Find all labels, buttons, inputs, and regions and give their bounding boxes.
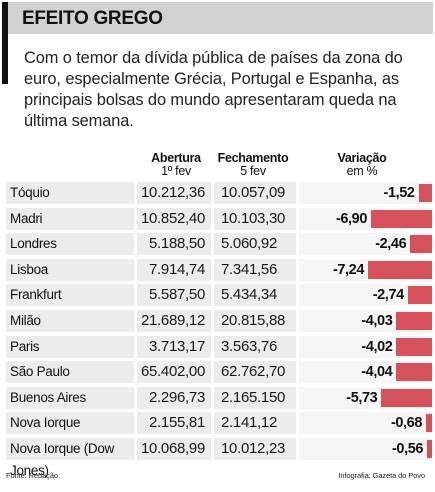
- exchange-name: Frankfurt: [6, 284, 134, 307]
- close-value: 20.815,88: [214, 310, 296, 332]
- table-row: Lisboa 7.914,74 7.341,56 -7,24: [6, 258, 432, 281]
- open-value: 10.068,99: [137, 438, 211, 460]
- close-label: Fechamento: [217, 151, 289, 165]
- table-row: Milão 21.689,12 20.815,88 -4,03: [6, 310, 432, 332]
- table-row: Nova Iorque (Nasdaq)2.155,812.141,12 -0,6…: [6, 412, 432, 452]
- exchange-name: Buenos Aires: [6, 386, 134, 409]
- open-value: 21.689,12: [137, 310, 211, 332]
- variation-label: -0,56: [392, 441, 424, 457]
- close-value: 10.012,23: [214, 438, 296, 460]
- close-value: 2.165.150: [214, 386, 296, 409]
- table-row: São Paulo 65.402,00 62.762,70 -4,04: [6, 361, 432, 384]
- exchange-name: Lisboa: [6, 258, 134, 281]
- variation-bar: [396, 363, 432, 382]
- open-value: 7.914,74: [137, 258, 211, 281]
- exchange-name: Nova Iorque (Nasdaq): [6, 412, 134, 452]
- variation-cell: -2,46: [299, 233, 432, 256]
- intro-text: Com o temor da dívida pública de países …: [24, 49, 403, 130]
- variation-cell: -4,03: [299, 310, 432, 332]
- exchange-name: São Paulo: [6, 361, 134, 384]
- exchange-name: Madri: [6, 207, 134, 230]
- var-label: Variação: [337, 151, 387, 165]
- variation-bar: [418, 184, 432, 202]
- title-bar: EFEITO GREGO: [2, 2, 433, 84]
- variation-cell: -7,24: [299, 258, 432, 281]
- variation-bar: [396, 312, 432, 330]
- variation-bar: [371, 209, 432, 228]
- close-value: 62.762,70: [214, 361, 296, 384]
- variation-cell: -0,56: [299, 438, 432, 460]
- exchange-name: Tóquio: [6, 182, 134, 204]
- column-header-variation: Variação em %: [322, 152, 402, 178]
- variation-bar: [368, 260, 432, 279]
- credit-note: Infografia: Gazeta do Povo: [338, 471, 425, 480]
- open-date: 1º fev: [161, 164, 191, 178]
- variation-label: -1,52: [383, 185, 415, 201]
- variation-bar: [396, 337, 432, 356]
- table-row: Londres 5.188,50 5.060,92 -2,46: [6, 233, 432, 256]
- variation-label: -2,74: [372, 287, 404, 304]
- table-row: Frankfurt 5.587,50 5.434,34 -2,74: [6, 284, 432, 307]
- variation-label: -5,73: [346, 389, 378, 406]
- close-value: 3.563,76: [214, 335, 296, 358]
- variation-label: -4,02: [361, 338, 393, 355]
- table-row: Tóquio 10.212,36 10.057,09 -1,52: [6, 182, 432, 204]
- variation-cell: -4,02: [299, 335, 432, 358]
- variation-bar: [381, 388, 432, 407]
- variation-label: -6,90: [335, 210, 368, 227]
- variation-cell: -1,52: [299, 182, 432, 204]
- column-header-close: Fechamento 5 fev: [212, 152, 294, 178]
- close-value: 7.341,56: [214, 258, 296, 281]
- variation-bar: [410, 235, 432, 254]
- exchange-name: Paris: [6, 335, 134, 358]
- close-value: 5.060,92: [214, 233, 296, 256]
- variation-label: -4,04: [361, 364, 393, 381]
- variation-cell: -0,68: [299, 412, 432, 435]
- title-background: EFEITO GREGO: [8, 2, 433, 34]
- variation-bar: [407, 286, 432, 305]
- exchange-name: Londres: [6, 233, 134, 256]
- exchange-name: Nova Iorque (Dow Jones): [6, 438, 134, 478]
- variation-cell: -6,90: [299, 207, 432, 230]
- table-row: Buenos Aires 2.296,73 2.165.150 -5,73: [6, 386, 432, 409]
- variation-label: -2,46: [375, 236, 407, 253]
- variation-label: -7,24: [332, 261, 364, 278]
- variation-cell: -4,04: [299, 361, 432, 384]
- open-value: 2.296,73: [137, 386, 211, 409]
- title-accent-rule: [2, 2, 8, 84]
- variation-label: -4,03: [361, 313, 393, 329]
- column-header-open: Abertura 1º fev: [140, 152, 212, 178]
- chart-title: EFEITO GREGO: [22, 8, 163, 29]
- close-date: 5 fev: [240, 164, 266, 178]
- open-value: 3.713,17: [137, 335, 211, 358]
- open-label: Abertura: [151, 151, 201, 165]
- table-row: Nova Iorque (Dow Jones) 10.068,99 10.012,2…: [6, 438, 432, 478]
- close-value: 5.434,34: [214, 284, 296, 307]
- table-row: Paris 3.713,17 3.563,76 -4,02: [6, 335, 432, 358]
- variation-cell: -2,74: [299, 284, 432, 307]
- close-value: 10.103,30: [214, 207, 296, 230]
- open-value: 5.188,50: [137, 233, 211, 256]
- source-note: Fonte: Redação.: [6, 471, 60, 480]
- open-value: 65.402,00: [137, 361, 211, 384]
- variation-label: -0,68: [390, 415, 422, 432]
- variation-bar: [427, 440, 432, 458]
- close-value: 2.141,12: [214, 412, 296, 435]
- open-value: 5.587,50: [137, 284, 211, 307]
- close-value: 10.057,09: [214, 182, 296, 204]
- table-row: Madri 10.852,40 10.103,30 -6,90: [6, 207, 432, 230]
- open-value: 10.852,40: [137, 207, 211, 230]
- variation-bar: [425, 414, 432, 433]
- variation-cell: -5,73: [299, 386, 432, 409]
- open-value: 2.155,81: [137, 412, 211, 435]
- exchange-name: Milão: [6, 310, 134, 332]
- var-unit: em %: [346, 164, 378, 178]
- open-value: 10.212,36: [137, 182, 211, 204]
